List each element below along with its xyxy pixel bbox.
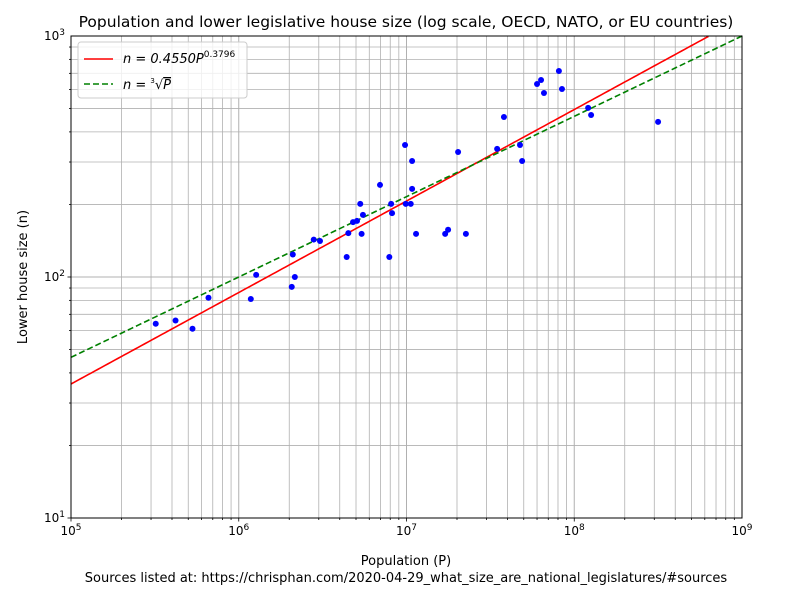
data-point xyxy=(172,317,179,324)
data-point xyxy=(402,200,409,207)
data-point xyxy=(253,271,260,278)
x-tick-label: 109 xyxy=(731,523,752,538)
data-point xyxy=(357,200,364,207)
data-point xyxy=(555,67,562,74)
data-point xyxy=(189,325,196,332)
data-point xyxy=(389,210,396,217)
data-point xyxy=(345,230,352,237)
data-point xyxy=(585,104,592,111)
data-point xyxy=(588,112,595,119)
legend: n = 0.4550P0.3796 n = 3√P xyxy=(77,41,248,99)
data-point xyxy=(291,274,298,280)
data-point xyxy=(462,230,469,237)
data-point xyxy=(247,296,254,303)
legend-label-power-fit: n = 0.4550P0.3796 xyxy=(123,50,235,67)
data-point xyxy=(358,230,365,237)
axis-ticks: 105 106 107 108 109 101 102 103 xyxy=(44,28,753,538)
x-tick-label: 107 xyxy=(396,523,417,538)
data-point xyxy=(519,157,526,164)
sources-footer: Sources listed at: https://chrisphan.com… xyxy=(85,571,728,586)
data-point xyxy=(388,200,395,207)
data-point xyxy=(402,141,409,148)
data-point xyxy=(343,254,350,261)
data-point xyxy=(310,236,317,243)
y-tick-label: 103 xyxy=(44,28,65,43)
data-point xyxy=(288,283,295,290)
power-fit-line xyxy=(70,35,709,385)
x-axis-label: Population (P) xyxy=(361,554,451,569)
data-point xyxy=(354,217,361,224)
legend-label-cube-root: n = 3√P xyxy=(123,77,171,93)
x-tick-label: 108 xyxy=(564,523,585,538)
data-point xyxy=(289,251,296,258)
data-point xyxy=(445,226,452,233)
data-point xyxy=(540,90,547,97)
data-point xyxy=(517,141,524,148)
data-point xyxy=(558,85,565,92)
data-point xyxy=(152,320,159,327)
data-point xyxy=(409,185,416,192)
data-point xyxy=(455,149,462,156)
y-tick-label: 102 xyxy=(44,269,65,284)
data-point xyxy=(409,157,416,164)
data-point xyxy=(500,114,507,121)
x-tick-label: 105 xyxy=(60,523,81,538)
data-point xyxy=(534,81,541,88)
data-point xyxy=(413,230,420,237)
data-point xyxy=(538,76,545,83)
data-point xyxy=(386,254,393,261)
data-point xyxy=(494,145,501,152)
data-point xyxy=(316,238,323,245)
data-point xyxy=(205,294,212,301)
data-point xyxy=(407,200,414,207)
legend-box xyxy=(77,41,248,99)
data-point xyxy=(655,118,662,125)
y-tick-label: 101 xyxy=(44,510,65,525)
cube-root-line xyxy=(70,35,743,359)
fit-lines xyxy=(70,35,743,385)
data-points xyxy=(152,67,662,332)
grid xyxy=(70,36,742,519)
chart-title: Population and lower legislative house s… xyxy=(79,13,734,31)
x-tick-label: 106 xyxy=(228,523,249,538)
data-point xyxy=(376,181,383,188)
data-point xyxy=(359,211,366,218)
y-axis-label: Lower house size (n) xyxy=(16,210,31,344)
